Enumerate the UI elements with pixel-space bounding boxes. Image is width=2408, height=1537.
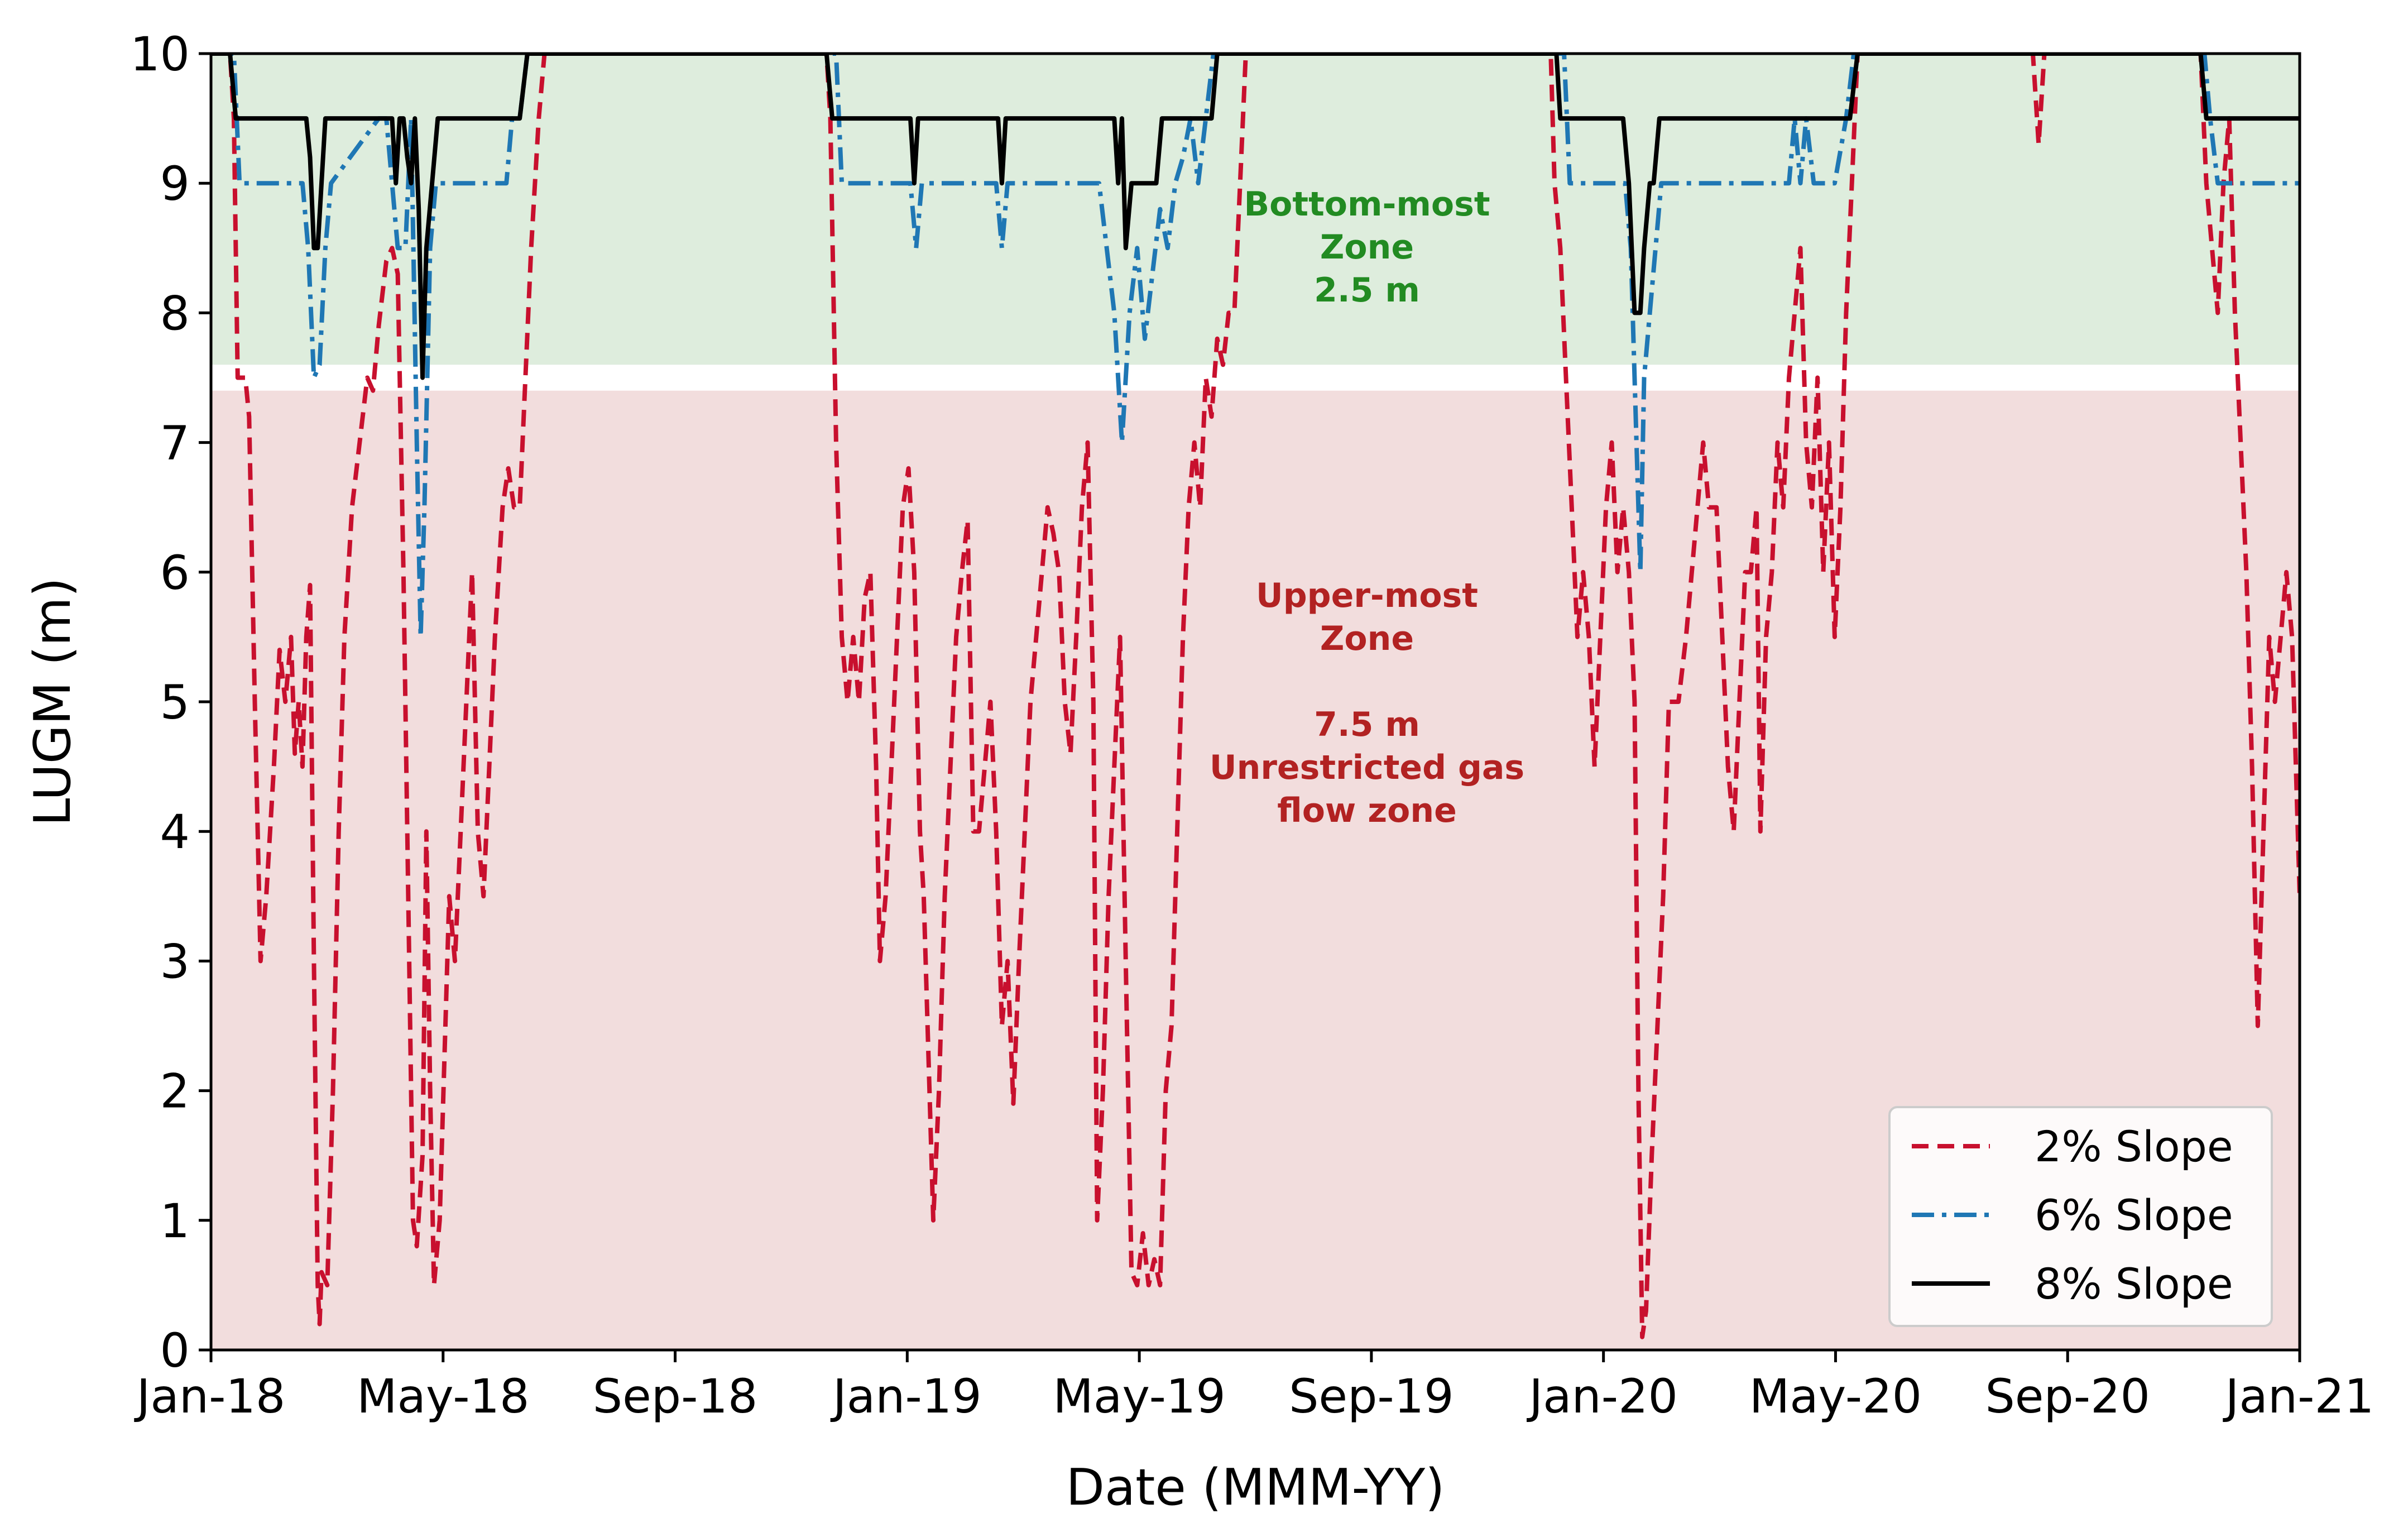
x-tick-label: Jan-18 [134, 1369, 286, 1424]
zone-label-line: Upper-most [1256, 576, 1478, 615]
x-tick-label: Sep-20 [1985, 1369, 2150, 1424]
series-line-2 [211, 54, 2300, 380]
series-line-0 [211, 54, 2300, 1339]
zone-label-line: Bottom-most [1244, 185, 1490, 224]
y-axis-ticks: 0 1 2 3 4 5 6 7 8 9 10 [130, 27, 211, 1378]
legend-label: 8% Slope [2035, 1259, 2233, 1309]
legend-label: 2% Slope [2035, 1122, 2233, 1171]
y-tick-label: 9 [160, 156, 190, 211]
legend-label: 6% Slope [2035, 1190, 2233, 1240]
x-tick-label: Sep-19 [1289, 1369, 1454, 1424]
zone-band-1 [211, 54, 2300, 365]
x-tick-label: May-19 [1053, 1369, 1225, 1424]
legend-box [1888, 1106, 2273, 1327]
y-tick-label: 6 [160, 545, 190, 600]
y-tick-label: 2 [160, 1064, 190, 1119]
x-tick-label: May-20 [1749, 1369, 1922, 1424]
y-tick-label: 3 [160, 934, 190, 989]
zone-label-line: flow zone [1277, 791, 1457, 830]
x-axis-ticks: Jan-18 May-18 Sep-18 Jan-19 May-19 Sep-19 Jan-… [134, 1350, 2375, 1424]
x-tick-label: Jan-19 [830, 1369, 982, 1424]
x-tick-label: Sep-18 [593, 1369, 758, 1424]
x-tick-label: Jan-21 [2223, 1369, 2375, 1424]
x-tick-label: Jan-20 [1526, 1369, 1678, 1424]
y-tick-label: 1 [160, 1194, 190, 1248]
series-lines [211, 54, 2300, 1339]
y-tick-label: 10 [130, 27, 190, 82]
zone-label-line: 7.5 m [1314, 705, 1420, 744]
zone-label-line: Unrestricted gas [1210, 748, 1524, 787]
y-axis-title: LUGM (m) [23, 577, 82, 826]
y-tick-label: 4 [160, 805, 190, 859]
x-axis-title: Date (MMM-YY) [1066, 1458, 1445, 1517]
x-tick-label: May-18 [357, 1369, 529, 1424]
y-tick-label: 5 [160, 675, 190, 730]
y-tick-label: 0 [160, 1323, 190, 1378]
zone-label-line: Zone [1320, 228, 1414, 267]
zone-label-line: Zone [1320, 619, 1414, 658]
zone-labels: Upper-most Zone 7.5 m Unrestricted gas flow … [1210, 185, 1524, 830]
y-tick-label: 7 [160, 416, 190, 471]
series-line-1 [211, 54, 2300, 639]
zone-label-line: 2.5 m [1314, 271, 1420, 310]
legend: 2% Slope 6% Slope 8% Slope [1888, 1106, 2273, 1327]
y-tick-label: 8 [160, 286, 190, 341]
